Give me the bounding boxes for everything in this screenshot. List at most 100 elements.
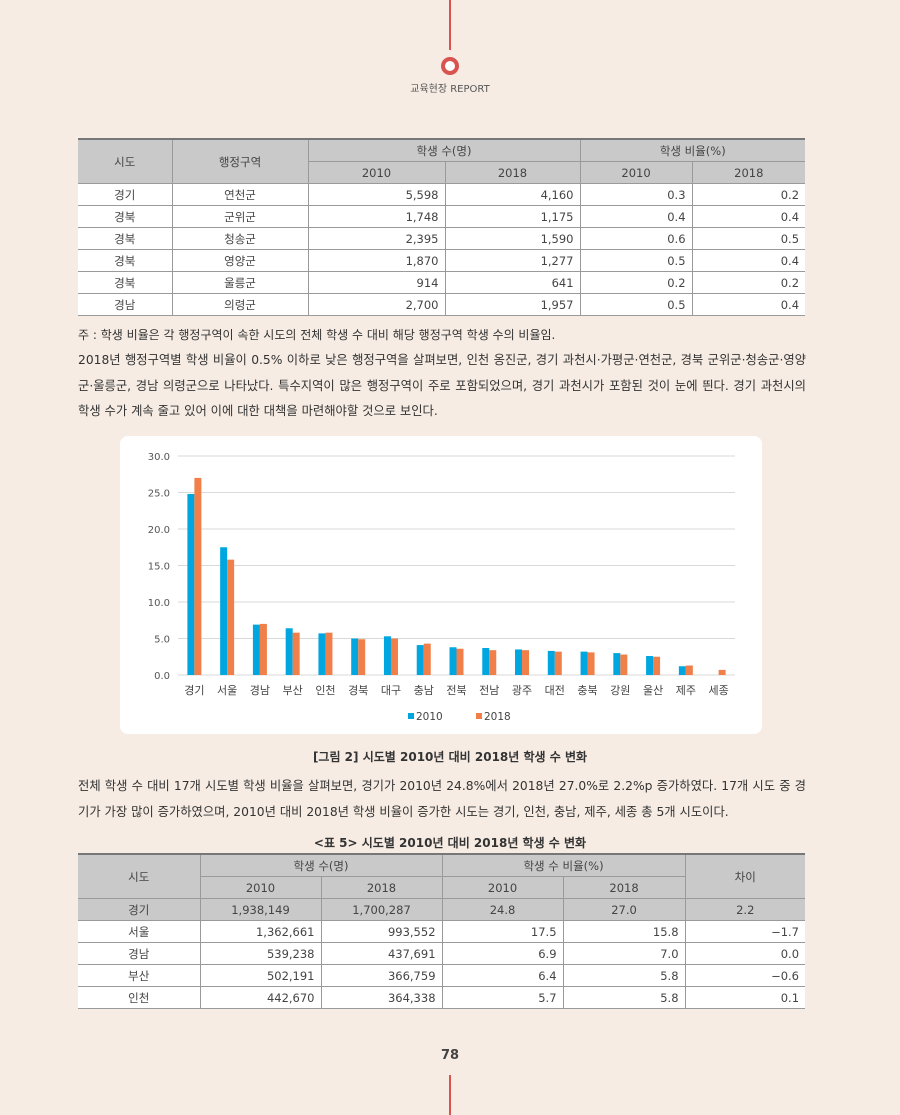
x-tick-label: 경북 — [348, 684, 368, 697]
cell: 0.6 — [579, 227, 693, 250]
note: 주 : 학생 비율은 각 행정구역이 속한 시도의 전체 학생 수 대비 해당 … — [78, 328, 556, 342]
bar — [449, 647, 457, 675]
y-tick-label: 30.0 — [148, 452, 170, 463]
row: 경기 1,938,149 1,700,287 24.8 27.0 2.2 — [78, 898, 806, 921]
cell: 경북 — [78, 227, 173, 250]
bar — [416, 645, 424, 675]
cell: 539,238 — [199, 942, 322, 965]
x-tick-label: 대구 — [381, 684, 401, 697]
cell: 2,700 — [307, 293, 446, 316]
bar — [613, 653, 621, 675]
cell: 0.4 — [579, 205, 693, 228]
cell: 5.8 — [562, 986, 686, 1009]
y-tick-label: 15.0 — [148, 562, 170, 573]
row: 경남 의령군 2,700 1,957 0.5 0.4 — [78, 293, 806, 316]
cell: 15.8 — [562, 920, 686, 943]
bar — [259, 623, 267, 675]
header-row: 시도 행정구역 학생 수(명) 학생 비율(%) — [78, 138, 806, 184]
bar — [522, 650, 530, 675]
cell: 17.5 — [441, 920, 564, 943]
bar — [554, 651, 562, 675]
cell: 경기 — [78, 898, 201, 921]
cell: 경남 — [78, 942, 201, 965]
header-cell: 학생 비율(%) — [579, 138, 806, 162]
table-2: 시도 학생 수(명) 학생 수 비율(%) 차이 2010 2018 2010 2018 경기 1… — [78, 853, 806, 1009]
top-dot — [441, 57, 459, 75]
row: 서울 1,362,661 993,552 17.5 15.8 −1.7 — [78, 920, 806, 943]
header-cell: 2018 — [320, 876, 443, 899]
bar — [718, 669, 726, 675]
cell: 24.8 — [441, 898, 564, 921]
legend-label: 2010 — [416, 711, 443, 723]
x-tick-label: 제주 — [676, 684, 696, 697]
cell: 청송군 — [171, 227, 309, 250]
cell: 영양군 — [171, 249, 309, 272]
x-tick-label: 세종 — [708, 684, 728, 697]
cell: 0.5 — [579, 293, 693, 316]
x-tick-label: 충북 — [577, 684, 597, 697]
bar — [390, 638, 398, 675]
cell: 군위군 — [171, 205, 309, 228]
cell: 2,395 — [307, 227, 446, 250]
cell: 5,598 — [307, 183, 446, 206]
x-tick-label: 대전 — [545, 684, 565, 697]
bar — [482, 647, 490, 675]
cell: −0.6 — [684, 964, 806, 987]
y-tick-label: 25.0 — [148, 489, 170, 500]
y-tick-label: 0.0 — [154, 671, 170, 682]
bar — [285, 628, 293, 675]
x-tick-label: 충남 — [414, 684, 434, 697]
cell: 경북 — [78, 271, 173, 294]
paragraph: 전체 학생 수 대비 17개 시도별 학생 비율을 살펴보면, 경기가 2010… — [78, 779, 806, 819]
cell: 2.2 — [684, 898, 806, 921]
cell: 0.2 — [691, 271, 806, 294]
cell: 0.2 — [579, 271, 693, 294]
x-tick-label: 울산 — [643, 684, 663, 697]
x-tick-label: 부산 — [283, 684, 303, 697]
cell: 1,175 — [444, 205, 581, 228]
table-1: 시도 행정구역 학생 수(명) 학생 비율(%) 2010 2018 2010 2018 경기 연… — [78, 138, 806, 316]
y-tick-label: 5.0 — [154, 635, 170, 646]
header-cell: 2010 — [200, 876, 322, 899]
cell: 7.0 — [562, 942, 686, 965]
cell: 서울 — [78, 920, 201, 943]
x-tick-label: 경기 — [184, 684, 204, 697]
bar — [646, 656, 654, 675]
bar — [351, 638, 359, 675]
header-cell: 2010 — [308, 161, 446, 184]
cell: 경남 — [78, 293, 173, 316]
cell: 경북 — [78, 205, 173, 228]
cell: 0.3 — [579, 183, 693, 206]
cell: 6.9 — [441, 942, 564, 965]
row: 경북 청송군 2,395 1,590 0.6 0.5 — [78, 227, 806, 250]
page-number: 78 — [440, 1048, 460, 1063]
y-tick-label: 20.0 — [148, 525, 170, 536]
legend-label: 2018 — [484, 711, 511, 723]
cell: 641 — [444, 271, 581, 294]
header-cell: 차이 — [684, 853, 806, 899]
bar — [678, 666, 686, 675]
cell: 437,691 — [320, 942, 443, 965]
bar — [423, 643, 431, 675]
bar — [653, 656, 661, 675]
cell: 5.8 — [562, 964, 686, 987]
paragraph: 2018년 행정구역별 학생 비율이 0.5% 이하로 낮은 행정구역을 살펴보… — [78, 353, 806, 418]
row: 경북 울릉군 914 641 0.2 0.2 — [78, 271, 806, 294]
bar — [620, 654, 628, 675]
bar — [187, 493, 195, 675]
bar — [358, 639, 366, 675]
header-row: 시도 학생 수(명) 학생 수 비율(%) 차이 — [78, 853, 806, 899]
top-line — [449, 0, 451, 50]
y-tick-label: 10.0 — [148, 598, 170, 609]
legend-swatch — [408, 713, 414, 719]
header-cell: 시도 — [78, 138, 173, 184]
cell: 경북 — [78, 249, 173, 272]
x-tick-label: 광주 — [512, 684, 532, 697]
cell: 의령군 — [171, 293, 309, 316]
cell: 부산 — [78, 964, 201, 987]
bar — [194, 477, 202, 675]
cell: 442,670 — [199, 986, 322, 1009]
cell: 0.1 — [684, 986, 806, 1009]
cell: 1,957 — [444, 293, 581, 316]
